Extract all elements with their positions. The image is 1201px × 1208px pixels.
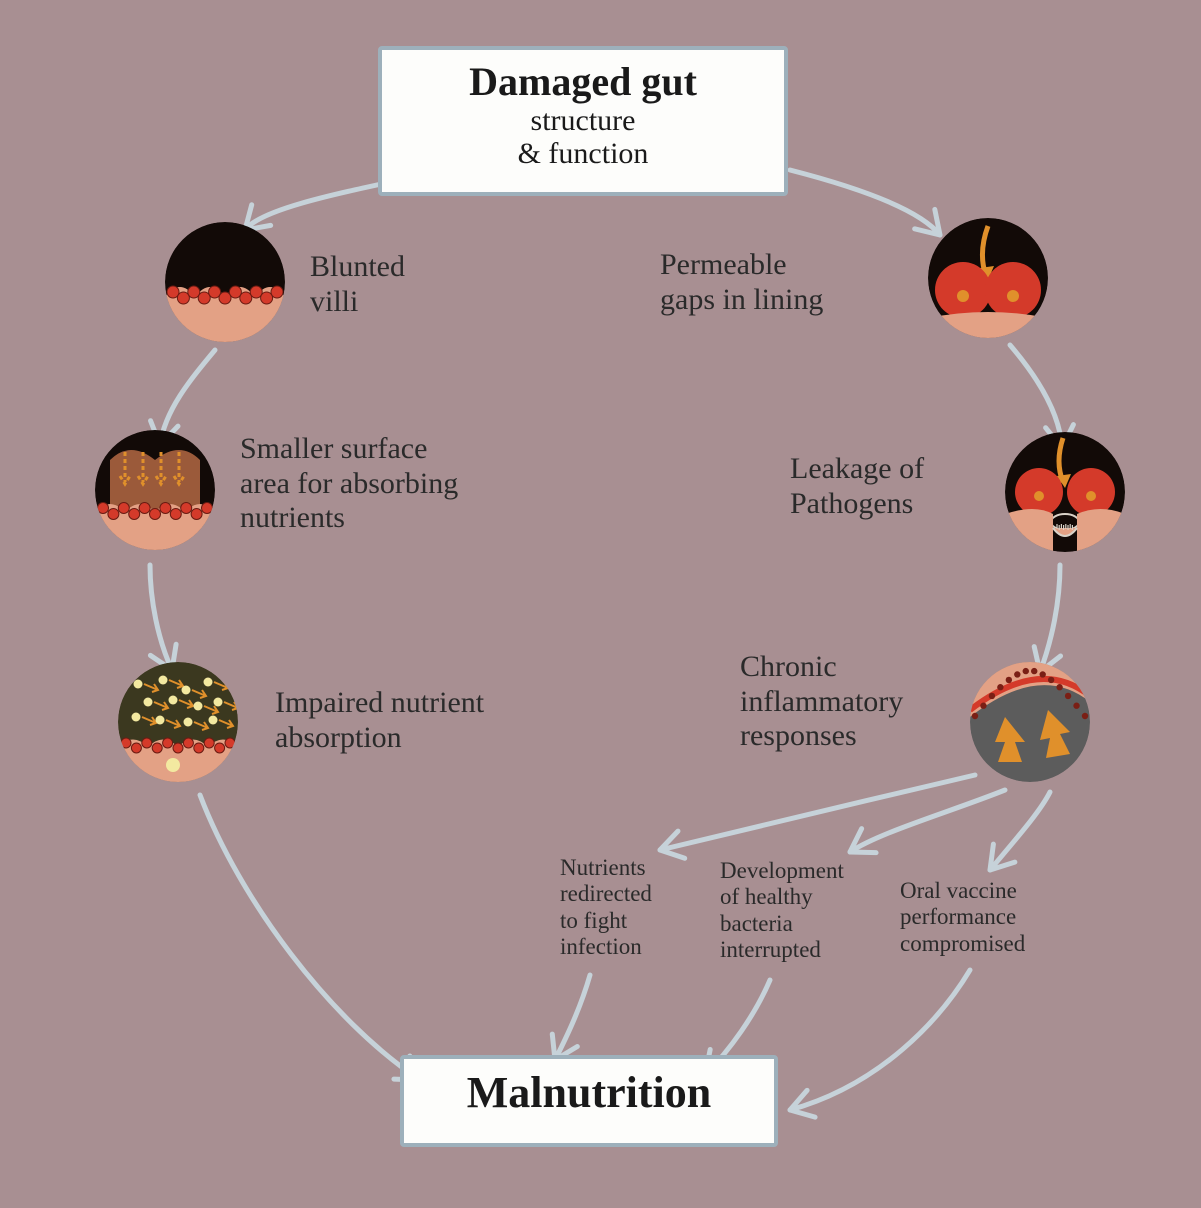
node-pathogen-leakage-icon bbox=[1005, 432, 1125, 552]
node-permeable-gaps-icon bbox=[928, 218, 1048, 338]
sublabel-oral-vaccine: Oral vaccine performance compromised bbox=[900, 878, 1025, 957]
label-surface-area: Smaller surface area for absorbing nutri… bbox=[240, 432, 458, 536]
sublabel-nutrients-redirected: Nutrients redirected to fight infection bbox=[560, 855, 652, 961]
sublabel-bacteria-interrupted: Development of healthy bacteria interrup… bbox=[720, 858, 844, 964]
end-title: Malnutrition bbox=[422, 1069, 756, 1117]
label-inflammatory: Chronic inflammatory responses bbox=[740, 650, 903, 754]
diagram-stage: Damaged gut structure & function Malnutr… bbox=[0, 0, 1201, 1208]
node-inflammatory-icon bbox=[970, 662, 1090, 782]
label-permeable-gaps: Permeable gaps in lining bbox=[660, 248, 823, 317]
end-box: Malnutrition bbox=[400, 1055, 778, 1147]
node-blunted-villi-icon bbox=[165, 222, 285, 342]
label-blunted-villi: Blunted villi bbox=[310, 250, 405, 319]
start-sub2: & function bbox=[400, 137, 766, 170]
label-impaired-absorption: Impaired nutrient absorption bbox=[275, 686, 484, 755]
node-surface-area-icon bbox=[95, 430, 215, 550]
start-box: Damaged gut structure & function bbox=[378, 46, 788, 196]
node-impaired-absorption-icon bbox=[118, 662, 238, 782]
start-sub1: structure bbox=[400, 104, 766, 137]
label-pathogen-leakage: Leakage of Pathogens bbox=[790, 452, 924, 521]
start-title: Damaged gut bbox=[400, 60, 766, 104]
